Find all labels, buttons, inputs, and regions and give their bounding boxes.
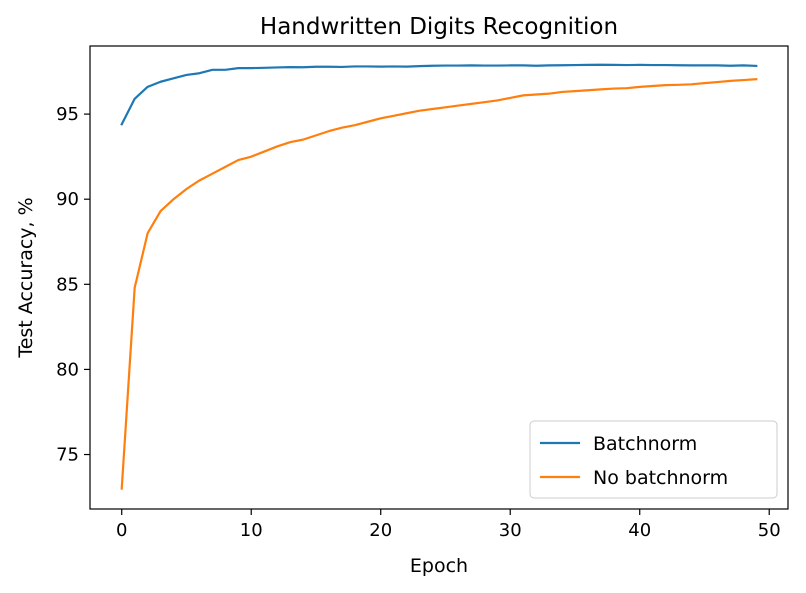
y-tick-label: 85 bbox=[56, 274, 79, 295]
x-axis-title: Epoch bbox=[410, 555, 468, 577]
x-tick-label: 10 bbox=[240, 520, 263, 541]
legend: Batchnorm No batchnorm bbox=[529, 420, 778, 499]
y-axis-ticks: 75 80 85 90 95 bbox=[56, 104, 90, 466]
series-line-no-batchnorm bbox=[120, 78, 758, 490]
legend-label: Batchnorm bbox=[593, 433, 697, 455]
x-tick-label: 40 bbox=[628, 520, 651, 541]
x-tick-label: 50 bbox=[758, 520, 781, 541]
legend-box bbox=[529, 420, 778, 499]
legend-label: No batchnorm bbox=[593, 467, 728, 489]
x-axis-ticks: 0 10 20 30 40 50 bbox=[116, 509, 781, 541]
y-tick-label: 90 bbox=[56, 189, 79, 210]
x-tick-label: 20 bbox=[369, 520, 392, 541]
y-tick-label: 95 bbox=[56, 104, 79, 125]
y-tick-label: 75 bbox=[56, 445, 79, 466]
x-tick-label: 30 bbox=[499, 520, 522, 541]
y-tick-label: 80 bbox=[56, 359, 79, 380]
plot-frame bbox=[89, 45, 789, 510]
series-line-batchnorm bbox=[120, 63, 758, 126]
x-tick-label: 0 bbox=[116, 520, 127, 541]
y-axis-title: Test Accuracy, % bbox=[15, 197, 37, 358]
chart-title: Handwritten Digits Recognition bbox=[260, 14, 618, 40]
series-layer bbox=[120, 63, 758, 490]
